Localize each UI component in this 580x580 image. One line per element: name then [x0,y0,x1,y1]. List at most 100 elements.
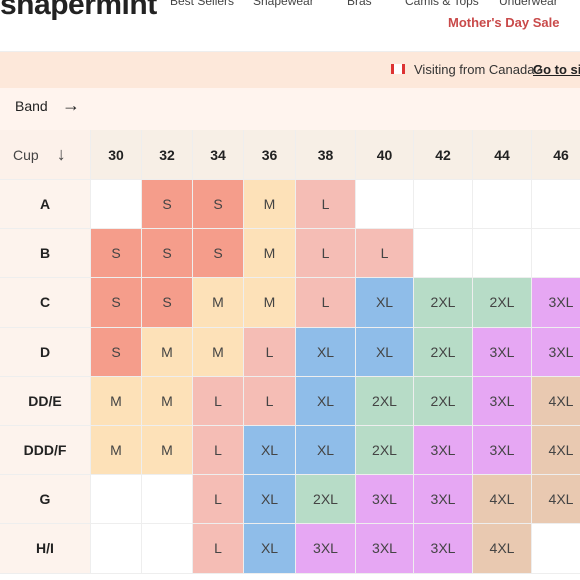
size-cell: M [91,426,142,476]
empty-cell [414,180,473,230]
cup-size: H/I [0,524,91,574]
cup-size: D [0,327,91,377]
empty-cell [473,229,532,279]
nav-item[interactable]: Camis & Tops [405,0,479,8]
nav-item[interactable]: Best Sellers [170,0,235,8]
size-cell: L [296,229,356,279]
cup-size: A [0,180,91,230]
size-cell: 4XL [532,475,580,525]
banner-text: Visiting from Canada? [414,62,542,77]
empty-cell [532,180,580,230]
empty-cell [142,475,193,525]
size-cell: L [193,475,244,525]
cup-size: DD/E [0,376,91,426]
size-cell: L [244,327,296,377]
flag-icon [391,64,405,74]
promo-link[interactable]: Mother's Day Sale [448,15,560,30]
logo[interactable]: shapermint [0,0,157,21]
band-header: 40 [356,130,414,180]
size-cell: 2XL [296,475,356,525]
size-cell: 3XL [532,278,580,328]
size-cell: 2XL [414,376,473,426]
size-cell: 3XL [532,327,580,377]
cup-size: G [0,475,91,525]
size-cell: 3XL [356,524,414,574]
empty-cell [532,229,580,279]
size-cell: XL [244,475,296,525]
size-cell: M [244,229,296,279]
band-header: 30 [91,130,142,180]
size-cell: M [193,327,244,377]
size-cell: M [142,426,193,476]
size-cell: L [193,426,244,476]
size-cell: S [91,327,142,377]
size-cell: S [142,278,193,328]
size-cell: XL [244,524,296,574]
size-cell: 2XL [414,278,473,328]
size-cell: XL [244,426,296,476]
banner: Visiting from Canada? Go to site [0,52,580,88]
size-cell: S [193,229,244,279]
empty-cell [473,180,532,230]
band-header: 38 [296,130,356,180]
size-cell: S [91,278,142,328]
cup-size: DDD/F [0,426,91,476]
empty-cell [414,229,473,279]
header: shapermint Mother's Day Sale [0,0,580,52]
band-header: 34 [193,130,244,180]
size-cell: 3XL [356,475,414,525]
nav-item[interactable]: Underwear [499,0,558,8]
band-header: 44 [473,130,532,180]
size-cell: 3XL [414,426,473,476]
size-cell: XL [296,426,356,476]
size-cell: M [244,180,296,230]
size-cell: 4XL [473,524,532,574]
cup-label: Cup [13,146,39,163]
empty-cell [532,524,580,574]
size-cell: 3XL [414,475,473,525]
size-cell: 3XL [296,524,356,574]
arrow-down: ↓ [56,144,66,164]
size-cell: 4XL [532,426,580,476]
size-cell: S [91,229,142,279]
empty-cell [91,524,142,574]
nav-item[interactable]: Bras [347,0,372,8]
size-cell: M [193,278,244,328]
size-cell: 2XL [356,426,414,476]
size-cell: 3XL [414,524,473,574]
empty-cell [91,180,142,230]
size-cell: XL [296,376,356,426]
size-cell: L [193,376,244,426]
size-cell: L [193,524,244,574]
size-cell: 4XL [532,376,580,426]
size-cell: 2XL [473,278,532,328]
size-cell: M [142,376,193,426]
nav-item[interactable]: Shapewear [253,0,314,8]
cup-header: Cup ↓ [0,130,91,180]
cup-size: B [0,229,91,279]
arrow-right: → [62,95,80,115]
size-cell: M [142,327,193,377]
banner-link[interactable]: Go to site [533,62,580,77]
band-header: 42 [414,130,473,180]
size-cell: 2XL [356,376,414,426]
band-header: 32 [142,130,193,180]
size-cell: L [244,376,296,426]
size-cell: XL [296,327,356,377]
size-cell: 2XL [414,327,473,377]
empty-cell [356,180,414,230]
band-label: Band [15,98,48,114]
band-header: 36 [244,130,296,180]
size-cell: L [296,278,356,328]
size-cell: L [356,229,414,279]
size-cell: 3XL [473,426,532,476]
size-cell: S [193,180,244,230]
cup-size: C [0,278,91,328]
empty-cell [142,524,193,574]
size-cell: M [91,376,142,426]
size-cell: XL [356,278,414,328]
empty-cell [91,475,142,525]
band-header: 46 [532,130,580,180]
size-cell: 3XL [473,327,532,377]
